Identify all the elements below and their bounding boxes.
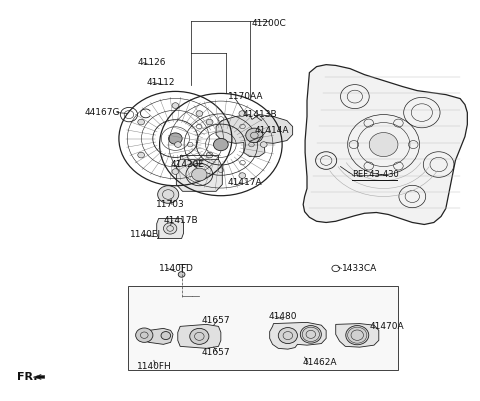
- Circle shape: [192, 168, 207, 181]
- Circle shape: [196, 111, 203, 116]
- Circle shape: [206, 152, 213, 158]
- Text: 41112: 41112: [147, 78, 175, 87]
- Polygon shape: [178, 324, 221, 348]
- Text: 41657: 41657: [202, 348, 230, 357]
- Polygon shape: [157, 219, 183, 239]
- Circle shape: [346, 326, 369, 345]
- Circle shape: [196, 173, 203, 178]
- Circle shape: [172, 169, 179, 174]
- Text: 41126: 41126: [137, 58, 166, 67]
- Circle shape: [260, 142, 267, 148]
- Text: 41480: 41480: [269, 312, 297, 321]
- Circle shape: [214, 138, 228, 151]
- Text: 41417A: 41417A: [228, 178, 263, 187]
- Text: 41470A: 41470A: [369, 322, 404, 331]
- Text: 1140EJ: 1140EJ: [130, 230, 161, 239]
- Text: 1433CA: 1433CA: [341, 264, 377, 273]
- Polygon shape: [303, 65, 468, 225]
- Circle shape: [278, 328, 298, 344]
- Polygon shape: [33, 374, 45, 379]
- Circle shape: [190, 328, 209, 344]
- Text: 44167G: 44167G: [84, 108, 120, 117]
- Text: 41413B: 41413B: [242, 110, 277, 119]
- Text: 41417B: 41417B: [163, 216, 198, 225]
- Circle shape: [157, 186, 179, 203]
- Circle shape: [175, 142, 181, 148]
- Polygon shape: [270, 322, 326, 349]
- Text: 11703: 11703: [156, 200, 185, 209]
- Text: 41200C: 41200C: [252, 19, 286, 28]
- Circle shape: [163, 223, 177, 234]
- Circle shape: [136, 328, 153, 342]
- Text: REF.43-430: REF.43-430: [352, 170, 399, 179]
- Text: 41414A: 41414A: [254, 126, 289, 135]
- Circle shape: [300, 326, 322, 343]
- Text: 1140FD: 1140FD: [158, 264, 193, 273]
- Circle shape: [239, 111, 246, 116]
- Polygon shape: [176, 159, 222, 191]
- Text: 41657: 41657: [202, 316, 230, 325]
- Text: 1140FH: 1140FH: [136, 362, 171, 371]
- Polygon shape: [137, 328, 173, 344]
- Text: 41420E: 41420E: [170, 160, 204, 169]
- Bar: [128, 286, 398, 371]
- Circle shape: [239, 173, 246, 178]
- Circle shape: [246, 128, 263, 143]
- Text: 1170AA: 1170AA: [228, 92, 264, 101]
- Circle shape: [138, 152, 144, 158]
- Circle shape: [168, 133, 182, 144]
- Text: FR.: FR.: [17, 372, 38, 382]
- Circle shape: [161, 332, 170, 340]
- Polygon shape: [336, 324, 379, 347]
- Text: 41462A: 41462A: [302, 358, 336, 367]
- Circle shape: [172, 103, 179, 108]
- Circle shape: [178, 271, 185, 277]
- Circle shape: [369, 133, 398, 156]
- Circle shape: [138, 119, 144, 125]
- Circle shape: [206, 119, 213, 125]
- Polygon shape: [216, 115, 293, 156]
